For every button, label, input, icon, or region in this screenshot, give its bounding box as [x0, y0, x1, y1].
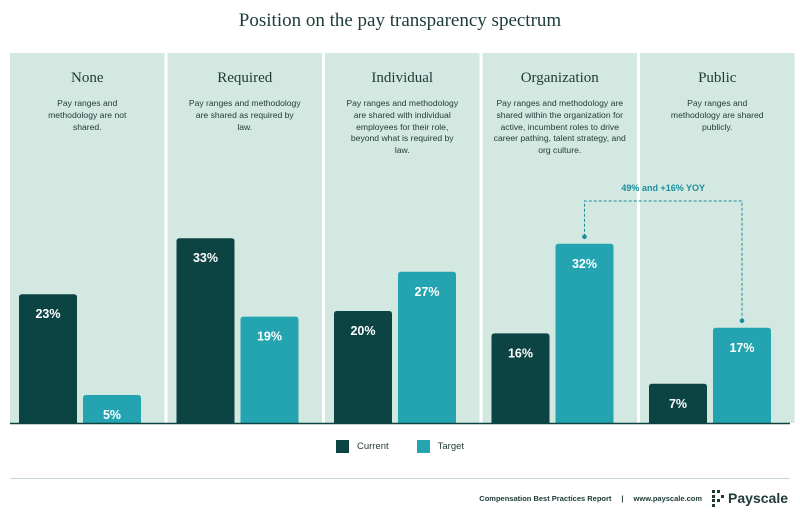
- chart-legend: Current Target: [0, 440, 800, 453]
- bar-current-individual: [334, 311, 392, 423]
- data-label-target-individual: 27%: [414, 285, 439, 299]
- annotation-dot-end: [739, 318, 745, 324]
- footer-separator: |: [621, 493, 624, 503]
- payscale-logo: Payscale: [712, 490, 788, 507]
- annotation-label: 49% and +16% YOY: [621, 183, 705, 193]
- legend-item-current: Current: [335, 440, 389, 453]
- chart-title: Position on the pay transparency spectru…: [238, 10, 562, 31]
- data-label-current-individual: 20%: [350, 324, 375, 338]
- bar-target-none: [83, 395, 141, 423]
- column-header-organization: Organization Pay ranges and methodology a…: [483, 70, 638, 157]
- legend-label-current: Current: [356, 441, 389, 452]
- column-title-none: None: [71, 70, 104, 86]
- column-description-required: Pay ranges and methodology are shared as…: [188, 98, 301, 132]
- data-label-target-public: 17%: [729, 341, 754, 355]
- data-label-current-required: 33%: [193, 251, 218, 265]
- legend-item-target: Target: [416, 440, 465, 453]
- bar-current-public: [649, 383, 707, 423]
- data-label-target-required: 19%: [257, 330, 282, 344]
- annotation-connector: [584, 200, 743, 321]
- column-description-public: Pay ranges and methodology are shared pu…: [670, 98, 764, 132]
- data-label-current-none: 23%: [35, 307, 60, 321]
- data-label-target-organization: 32%: [572, 257, 597, 271]
- bar-current-required: [176, 238, 235, 423]
- footer-url[interactable]: www.payscale.com: [633, 493, 703, 503]
- column-title-individual: Individual: [371, 70, 434, 86]
- data-label-current-public: 7%: [669, 397, 687, 411]
- column-title-required: Required: [217, 70, 273, 86]
- legend-swatch-current: [335, 440, 349, 453]
- footer-divider: [10, 478, 790, 479]
- column-description-individual: Pay ranges and methodology are shared wi…: [346, 98, 459, 156]
- footer-report-title: Compensation Best Practices Report: [479, 493, 612, 503]
- bar-target-individual: [398, 271, 456, 423]
- bar-target-required: [240, 316, 299, 423]
- column-header-none: None Pay ranges and methodology are not s…: [10, 70, 165, 133]
- data-label-target-none: 5%: [103, 408, 121, 422]
- data-label-current-organization: 16%: [508, 346, 533, 360]
- bar-target-public: [713, 327, 771, 423]
- annotation-dot-start: [582, 234, 587, 240]
- column-description-none: Pay ranges and methodology are not share…: [48, 98, 127, 132]
- bar-current-none: [19, 294, 77, 423]
- column-description-organization: Pay ranges and methodology are shared wi…: [493, 98, 626, 156]
- column-title-organization: Organization: [520, 70, 599, 86]
- legend-swatch-target: [416, 440, 430, 453]
- payscale-logo-icon: [712, 490, 725, 507]
- column-header-individual: Individual Pay ranges and methodology are…: [325, 70, 480, 157]
- column-title-public: Public: [698, 70, 737, 86]
- bar-current-organization: [491, 333, 550, 423]
- footer: Compensation Best Practices Report | www…: [479, 490, 788, 507]
- payscale-brand-name: Payscale: [728, 490, 788, 507]
- bar-target-organization: [555, 243, 614, 423]
- column-header-public: Public Pay ranges and methodology are sha…: [640, 70, 795, 133]
- column-header-required: Required Pay ranges and methodology are s…: [168, 70, 323, 133]
- legend-label-target: Target: [437, 441, 465, 452]
